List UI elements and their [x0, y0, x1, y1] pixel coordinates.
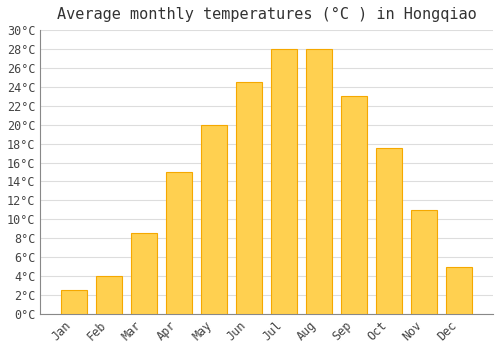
Bar — [341, 96, 367, 314]
Bar — [446, 267, 472, 314]
Bar — [376, 148, 402, 314]
Bar — [236, 82, 262, 314]
Bar — [61, 290, 87, 314]
Bar — [166, 172, 192, 314]
Bar — [306, 49, 332, 314]
Bar — [96, 276, 122, 314]
Bar — [411, 210, 438, 314]
Title: Average monthly temperatures (°C ) in Hongqiao: Average monthly temperatures (°C ) in Ho… — [57, 7, 476, 22]
Bar — [271, 49, 297, 314]
Bar — [201, 125, 228, 314]
Bar — [131, 233, 157, 314]
